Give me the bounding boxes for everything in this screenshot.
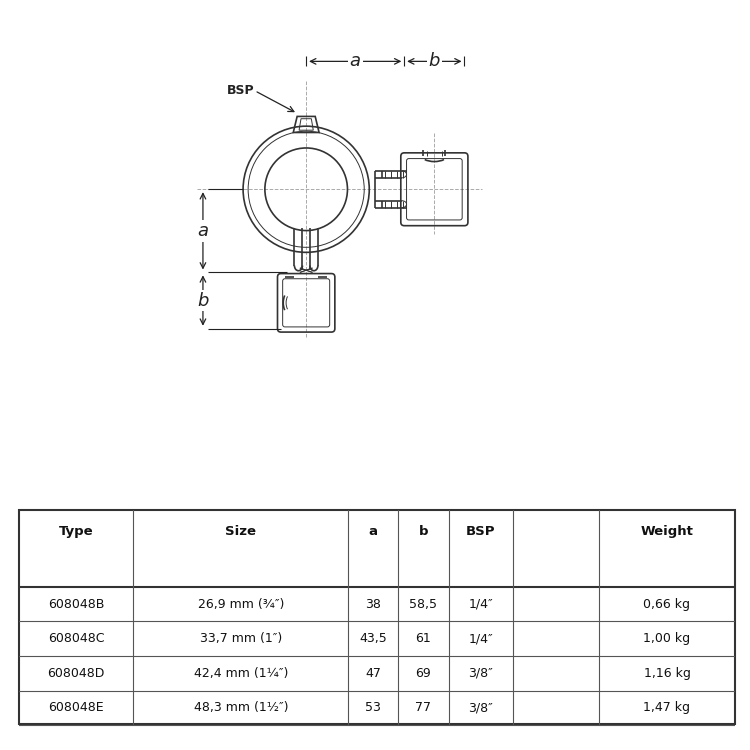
Text: 53: 53 <box>365 701 381 715</box>
Text: 1,00 kg: 1,00 kg <box>644 632 691 645</box>
Text: 608048B: 608048B <box>48 598 104 610</box>
Text: BSP: BSP <box>466 525 496 538</box>
Text: 77: 77 <box>416 701 431 715</box>
Text: 3/8″: 3/8″ <box>468 667 493 680</box>
Text: 48,3 mm (1½″): 48,3 mm (1½″) <box>194 701 288 715</box>
Text: a: a <box>369 525 378 538</box>
Text: 61: 61 <box>416 632 431 645</box>
Text: a: a <box>350 53 361 70</box>
Text: 608048E: 608048E <box>48 701 104 715</box>
Text: 26,9 mm (¾″): 26,9 mm (¾″) <box>197 598 284 610</box>
Text: 58,5: 58,5 <box>410 598 437 610</box>
Text: 608048C: 608048C <box>48 632 104 645</box>
Text: Size: Size <box>225 525 256 538</box>
Text: Type: Type <box>58 525 93 538</box>
Text: b: b <box>419 525 428 538</box>
Text: 43,5: 43,5 <box>359 632 387 645</box>
Text: 42,4 mm (1¼″): 42,4 mm (1¼″) <box>194 667 288 680</box>
Text: b: b <box>429 53 440 70</box>
Text: 608048D: 608048D <box>47 667 105 680</box>
Text: 38: 38 <box>365 598 381 610</box>
Text: 1/4″: 1/4″ <box>469 632 493 645</box>
Text: 1,16 kg: 1,16 kg <box>644 667 691 680</box>
Text: Weight: Weight <box>640 525 694 538</box>
Text: BSP: BSP <box>227 84 254 97</box>
Text: 0,66 kg: 0,66 kg <box>644 598 691 610</box>
Text: 33,7 mm (1″): 33,7 mm (1″) <box>200 632 282 645</box>
Text: 3/8″: 3/8″ <box>468 701 493 715</box>
Text: b: b <box>197 292 208 310</box>
Text: 1,47 kg: 1,47 kg <box>644 701 691 715</box>
Text: 69: 69 <box>416 667 431 680</box>
Text: a: a <box>197 222 208 240</box>
Text: 1/4″: 1/4″ <box>469 598 493 610</box>
Text: 47: 47 <box>365 667 381 680</box>
